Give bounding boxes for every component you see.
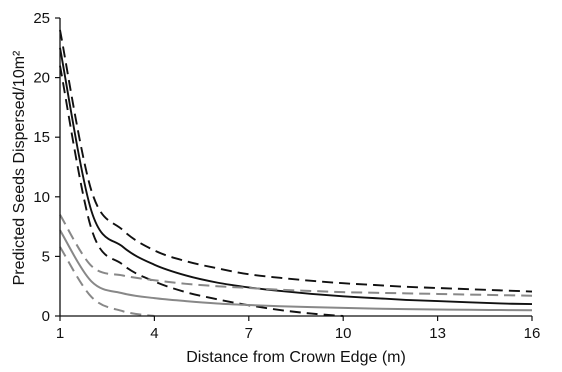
y-axis-title: Predicted Seeds Dispersed/10m² — [11, 50, 28, 285]
x-axis-title: Distance from Crown Edge (m) — [186, 349, 406, 366]
series-line-4 — [59, 229, 533, 312]
x-tick-label: 10 — [335, 325, 352, 342]
series-line-2 — [59, 29, 533, 293]
y-tick-label: 25 — [33, 10, 50, 27]
ticks-layer: 0 5 10 15 20 25 1 4 7 10 13 16 — [33, 10, 540, 342]
series-line-6 — [59, 246, 155, 317]
y-tick-label: 10 — [33, 189, 50, 206]
series-line-3 — [59, 65, 344, 317]
x-tick-label: 7 — [245, 325, 253, 342]
series-layer — [59, 29, 533, 317]
x-tick-label: 1 — [56, 325, 64, 342]
x-tick-label: 4 — [150, 325, 158, 342]
x-tick-label: 16 — [524, 325, 541, 342]
y-tick-label: 15 — [33, 129, 50, 146]
series-line-1 — [59, 47, 533, 306]
series-line-5 — [59, 214, 533, 297]
axes-layer — [59, 18, 532, 317]
x-tick-label: 13 — [429, 325, 446, 342]
y-tick-label: 5 — [42, 248, 50, 265]
y-tick-label: 20 — [33, 70, 50, 87]
y-tick-label: 0 — [42, 308, 50, 325]
